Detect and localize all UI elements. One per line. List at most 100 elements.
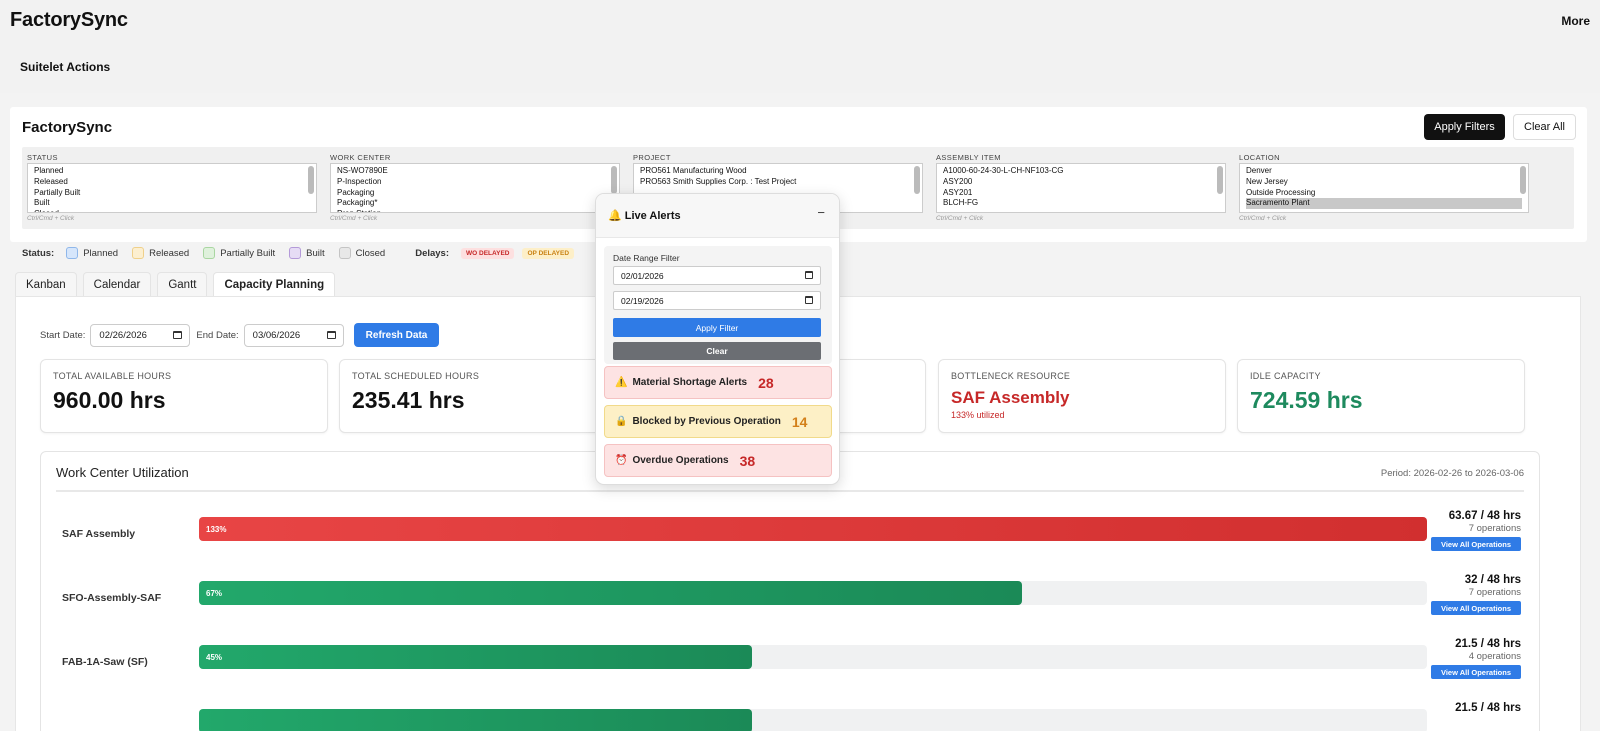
filter-select[interactable]: A1000-60-24-30-L-CH-NF103-CG ASY200 ASY201… bbox=[936, 163, 1226, 213]
legend-swatch bbox=[203, 247, 216, 259]
end-date-input[interactable]: 03/06/2026 bbox=[243, 323, 344, 347]
filter-option[interactable]: NS-WO7890E bbox=[337, 166, 388, 175]
scrollbar[interactable] bbox=[1520, 166, 1526, 194]
tab-calendar[interactable]: Calendar bbox=[82, 272, 152, 296]
clear-all-button[interactable]: Clear All bbox=[1513, 114, 1576, 140]
filter-option[interactable]: Denver bbox=[1246, 166, 1272, 175]
scrollbar[interactable] bbox=[1217, 166, 1223, 194]
alert-item[interactable]: ⏰ Overdue Operations 38 bbox=[604, 444, 832, 477]
legend-label: Built bbox=[306, 247, 325, 259]
legend-label: Closed bbox=[355, 247, 386, 259]
filter-option[interactable]: Planned bbox=[34, 166, 64, 175]
legend-item: Partially Built bbox=[203, 247, 275, 259]
filter-option[interactable]: Released bbox=[34, 176, 68, 186]
tab-kanban[interactable]: Kanban bbox=[15, 272, 77, 296]
alert-item[interactable]: ⚠️ Material Shortage Alerts 28 bbox=[604, 366, 832, 399]
view-tabs: Kanban Calendar Gantt Capacity Planning bbox=[15, 272, 336, 296]
filter-option[interactable]: Prep Station bbox=[337, 209, 613, 212]
metric-value: 235.41 hrs bbox=[352, 387, 465, 413]
legend-item: Closed bbox=[338, 247, 386, 259]
metric-card: TOTAL SCHEDULED HOURS 235.41 hrs bbox=[339, 359, 627, 433]
date-range-filter: Date Range Filter 02/01/2026 02/19/2026 … bbox=[604, 246, 832, 364]
scrollbar[interactable] bbox=[308, 166, 314, 194]
filter-option[interactable]: Partially Built bbox=[34, 187, 81, 197]
filter-panel: FactorySync Apply Filters Clear All STAT… bbox=[10, 107, 1587, 242]
live-alerts-panel: 🔔 Live Alerts − Date Range Filter 02/01/… bbox=[595, 193, 840, 485]
legend-swatch bbox=[289, 247, 302, 259]
apply-filter-button[interactable]: Apply Filter bbox=[613, 318, 821, 337]
divider bbox=[56, 490, 1524, 492]
view-all-operations-button[interactable]: View All Operations bbox=[1430, 665, 1521, 679]
metric-card: IDLE CAPACITY 724.59 hrs bbox=[1237, 359, 1525, 433]
calendar-icon bbox=[326, 330, 336, 339]
utilization-bar-fill: 133% bbox=[199, 517, 1427, 541]
filter-hint: Ctrl/Cmd + Click bbox=[1239, 215, 1287, 222]
metric-label: BOTTLENECK RESOURCE bbox=[951, 371, 1071, 381]
delays-label: Delays: bbox=[415, 247, 450, 259]
alert-count: 38 bbox=[739, 452, 756, 469]
filter-row: STATUS Planned Released Partially Built Buil… bbox=[22, 147, 1574, 229]
filter-work-center: WORK CENTER NS-WO7890E P-Inspection Packagi… bbox=[325, 147, 625, 229]
utilization-bar-fill: 67% bbox=[199, 581, 1022, 605]
filter-select[interactable]: NS-WO7890E P-Inspection Packaging Packaging… bbox=[330, 163, 620, 213]
filter-label: ASSEMBLY ITEM bbox=[936, 153, 1001, 162]
alert-item[interactable]: 🔒 Blocked by Previous Operation 14 bbox=[604, 405, 832, 438]
filter-option[interactable]: New Jersey bbox=[1246, 176, 1288, 186]
metric-value: 724.59 hrs bbox=[1250, 387, 1363, 413]
filter-option[interactable]: Packaging bbox=[337, 187, 375, 197]
metric-label: TOTAL AVAILABLE HOURS bbox=[53, 371, 172, 381]
alert-from-date-input[interactable]: 02/01/2026 bbox=[613, 266, 821, 285]
filter-select[interactable]: Denver New Jersey Outside Processing Sacram… bbox=[1239, 163, 1529, 213]
app-title: FactorySync bbox=[10, 9, 128, 31]
utilization-period: Period: 2026-02-26 to 2026-03-06 bbox=[1380, 468, 1524, 479]
alert-to-date-input[interactable]: 02/19/2026 bbox=[613, 291, 821, 310]
apply-filters-button[interactable]: Apply Filters bbox=[1424, 114, 1505, 140]
filter-option[interactable]: P-Inspection bbox=[337, 176, 382, 186]
filter-option[interactable]: ASY201 bbox=[943, 187, 973, 197]
legend-label: Planned bbox=[83, 247, 119, 259]
start-date-label: Start Date: bbox=[40, 329, 86, 341]
alerts-header[interactable]: 🔔 Live Alerts − bbox=[596, 194, 839, 238]
utilization-bar-track: 45% bbox=[199, 645, 1427, 669]
utilization-hours: 32 / 48 hrs bbox=[1464, 574, 1521, 586]
start-date-input[interactable]: 02/26/2026 bbox=[90, 323, 191, 347]
suitelet-actions-menu[interactable]: Suitelet Actions bbox=[20, 60, 111, 74]
metric-label: IDLE CAPACITY bbox=[1250, 371, 1321, 381]
tab-capacity-planning[interactable]: Capacity Planning bbox=[213, 272, 336, 296]
view-all-operations-button[interactable]: View All Operations bbox=[1430, 601, 1521, 615]
more-menu[interactable]: More bbox=[1561, 14, 1590, 28]
calendar-icon bbox=[805, 296, 813, 304]
filter-option[interactable]: ASY200 bbox=[943, 176, 973, 186]
tab-gantt[interactable]: Gantt bbox=[157, 272, 208, 296]
scrollbar[interactable] bbox=[914, 166, 920, 194]
work-center-name: FAB-1A-Saw (SF) bbox=[62, 656, 148, 668]
metric-value: SAF Assembly bbox=[951, 388, 1070, 407]
metric-label: TOTAL SCHEDULED HOURS bbox=[352, 371, 480, 381]
legend-swatch bbox=[132, 247, 145, 259]
refresh-data-button[interactable]: Refresh Data bbox=[353, 323, 440, 347]
clear-filter-button[interactable]: Clear bbox=[613, 342, 821, 360]
filter-option[interactable]: Closed bbox=[34, 209, 310, 212]
legend-item: Released bbox=[132, 247, 189, 259]
filter-option[interactable]: PRO563 Smith Supplies Corp. : Test Proje… bbox=[640, 176, 797, 186]
scrollbar[interactable] bbox=[611, 166, 617, 194]
filter-option[interactable]: Outside Processing bbox=[1246, 187, 1316, 197]
filter-option[interactable]: Built bbox=[34, 198, 50, 208]
filter-assembly-item: ASSEMBLY ITEM A1000-60-24-30-L-CH-NF103-C… bbox=[931, 147, 1231, 229]
metric-value: 960.00 hrs bbox=[53, 387, 166, 413]
filter-option[interactable]: Sacramento Plant bbox=[1246, 198, 1522, 210]
filter-option[interactable]: A1000-60-24-30-L-CH-NF103-CG bbox=[943, 166, 1064, 175]
date-range-controls: Start Date: 02/26/2026 End Date: 03/06/2… bbox=[40, 323, 440, 347]
operations-count: 7 operations bbox=[1468, 523, 1521, 534]
legend-swatch bbox=[338, 247, 351, 259]
filter-option[interactable]: PRO561 Manufacturing Wood bbox=[640, 166, 747, 175]
alert-count: 14 bbox=[791, 413, 808, 430]
utilization-row: SAF Assembly 133% 63.67 / 48 hrs 7 operatio… bbox=[41, 510, 1541, 570]
minimize-button[interactable]: − bbox=[817, 205, 825, 220]
filter-option[interactable]: BLCH-FG bbox=[943, 198, 979, 208]
view-all-operations-button[interactable]: View All Operations bbox=[1430, 537, 1521, 551]
filter-hint: Ctrl/Cmd + Click bbox=[27, 215, 75, 222]
utilization-row: FAB-1A-Saw (SF) 45% 21.5 / 48 hrs 4 operati… bbox=[41, 638, 1541, 698]
filter-option[interactable]: Packaging* bbox=[337, 198, 378, 208]
